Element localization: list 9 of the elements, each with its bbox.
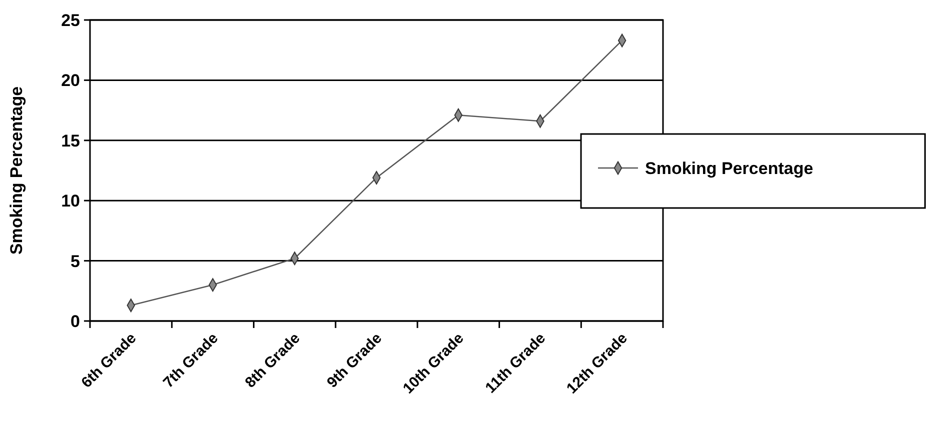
y-tick-label: 10 [61, 192, 80, 211]
y-tick-label: 15 [61, 131, 80, 150]
y-tick-label: 5 [70, 252, 80, 271]
y-tick-label: 25 [61, 10, 80, 30]
y-axis-title: Smoking Percentage [7, 86, 26, 255]
y-tick-label: 20 [61, 71, 80, 90]
legend: Smoking Percentage [580, 133, 926, 209]
y-tick-label: 0 [70, 312, 80, 331]
legend-label: Smoking Percentage [645, 158, 814, 178]
